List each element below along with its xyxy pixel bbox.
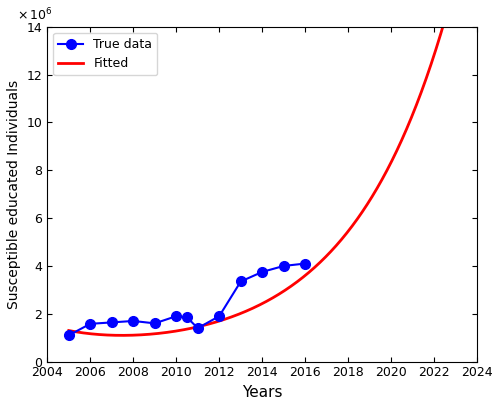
True data: [130, 319, 136, 324]
True data: [87, 322, 93, 326]
Fitted: [384, 166, 390, 171]
Fitted: [246, 307, 252, 312]
Fitted: [232, 313, 237, 318]
Fitted: [120, 333, 126, 338]
Y-axis label: Susceptible educated Individuals: Susceptible educated Individuals: [7, 80, 21, 309]
True data: [152, 321, 158, 326]
True data: [66, 333, 71, 338]
True data: [173, 314, 179, 319]
X-axis label: Years: Years: [242, 385, 282, 400]
Line: Fitted: Fitted: [68, 0, 477, 335]
True data: [108, 320, 114, 325]
True data: [238, 279, 244, 284]
True data: [184, 315, 190, 320]
Fitted: [346, 227, 352, 232]
True data: [302, 261, 308, 266]
True data: [194, 326, 200, 330]
Line: True data: True data: [64, 259, 310, 340]
Fitted: [392, 152, 398, 157]
True data: [216, 314, 222, 319]
True data: [259, 269, 265, 274]
Text: $\times\,10^6$: $\times\,10^6$: [17, 7, 52, 23]
Fitted: [66, 328, 71, 333]
Legend: True data, Fitted: True data, Fitted: [54, 33, 158, 75]
Fitted: [108, 333, 114, 337]
True data: [280, 263, 286, 268]
